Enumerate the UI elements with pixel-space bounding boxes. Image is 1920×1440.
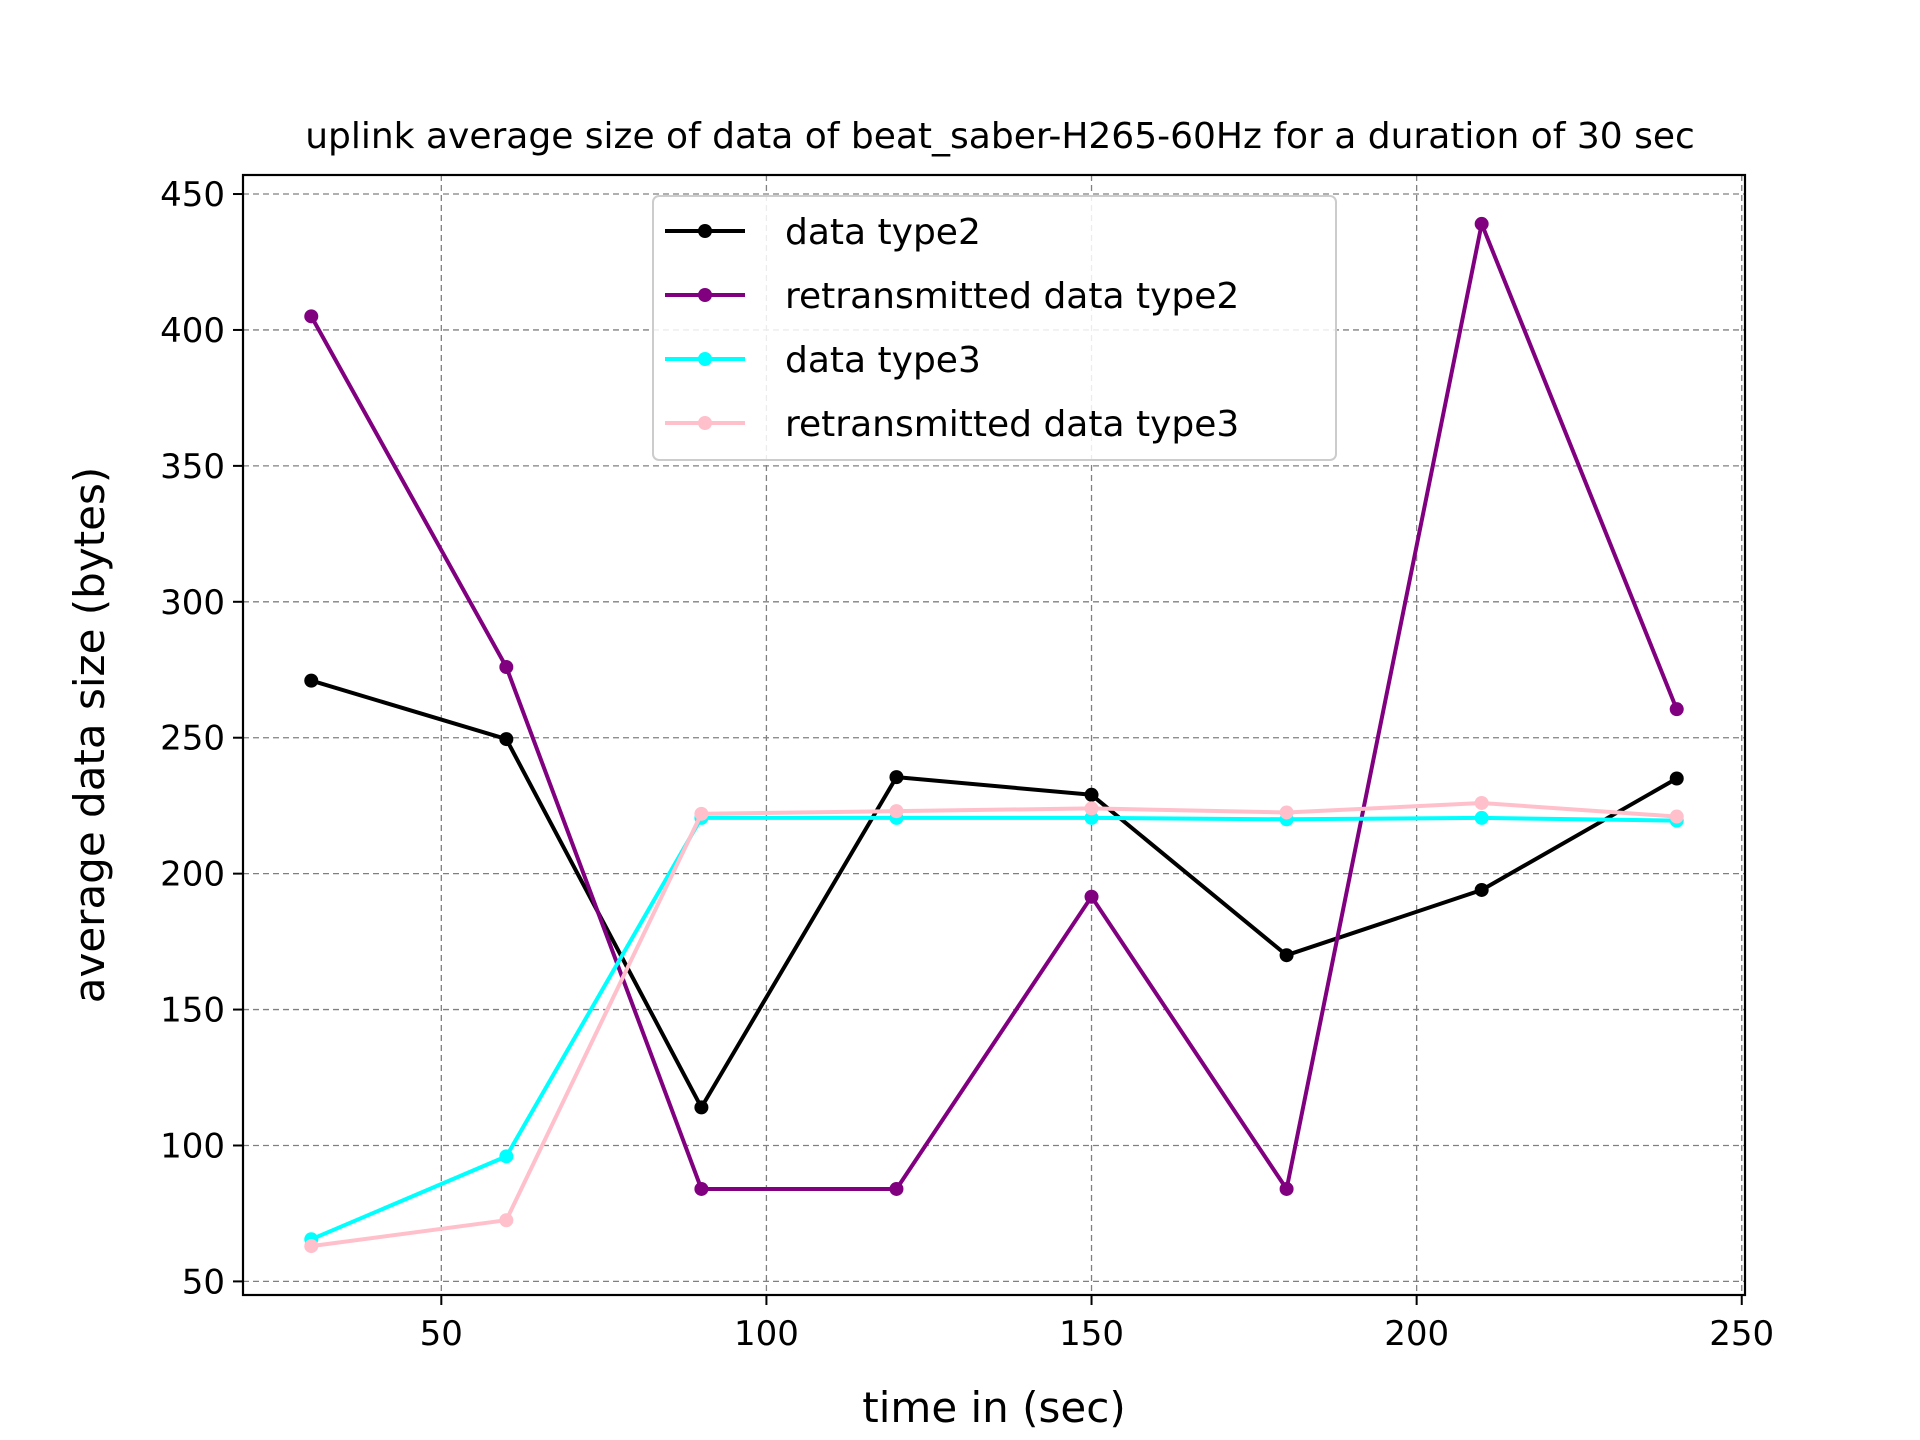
data-point [694, 1100, 709, 1115]
legend-item: data type2 [665, 212, 981, 253]
legend-label: retransmitted data type3 [785, 404, 1239, 445]
legend-swatch-marker [698, 352, 712, 366]
y-tick-label: 450 [160, 175, 225, 215]
y-tick-label: 250 [160, 719, 225, 759]
legend-label: data type3 [785, 340, 981, 381]
data-point [694, 1181, 709, 1196]
data-point [889, 1181, 904, 1196]
legend-swatch-marker [698, 416, 712, 430]
legend-box [652, 195, 1337, 461]
y-tick-label: 300 [160, 583, 225, 623]
data-point [304, 673, 319, 688]
series-line [310, 678, 1678, 1110]
legend-label: data type2 [785, 212, 981, 253]
y-tick-label: 200 [160, 855, 225, 895]
x-tick-label: 200 [1384, 1314, 1449, 1354]
plot-area-frame [241, 173, 1747, 1297]
data-point [1474, 882, 1489, 897]
legend-item: retransmitted data type2 [665, 276, 1239, 317]
y-tick-label: 350 [160, 447, 225, 487]
data-point [1084, 787, 1099, 802]
y-tick-label: 150 [160, 991, 225, 1031]
data-point [499, 732, 514, 747]
x-tick-label: 50 [420, 1314, 463, 1354]
data-point [1279, 805, 1294, 820]
legend: data type2 retransmitted data type2 data t… [652, 195, 1337, 461]
legend-swatch-marker [698, 224, 712, 238]
data-point [1279, 948, 1294, 963]
data-point [1084, 801, 1099, 816]
legend-label: retransmitted data type2 [785, 276, 1239, 317]
data-point [499, 660, 514, 675]
x-tick-label: 250 [1709, 1314, 1774, 1354]
data-point [889, 804, 904, 819]
data-point [1669, 809, 1684, 824]
data-point [1474, 810, 1489, 825]
x-axis-label: time in (sec) [862, 1383, 1125, 1432]
series-4 [304, 795, 1684, 1254]
y-tick-label: 50 [182, 1262, 225, 1302]
series-1 [304, 673, 1684, 1115]
series-line [309, 221, 1679, 1191]
series-line [311, 801, 1677, 1249]
chart-title: uplink average size of data of beat_sabe… [305, 116, 1695, 157]
data-point [1279, 1181, 1294, 1196]
data-point [499, 1149, 514, 1164]
series-line [310, 815, 1677, 1242]
series-lines [304, 216, 1684, 1254]
data-point [304, 309, 319, 324]
axis-ticks: 50 100 150 200 250 50 100 150 200 250 300 350 400 450 [160, 175, 1774, 1354]
y-axis-label: average data size (bytes) [65, 467, 114, 1004]
data-point [1084, 889, 1099, 904]
data-point [1669, 702, 1684, 717]
legend-item: data type3 [665, 340, 981, 381]
data-point [1474, 795, 1489, 810]
data-point [499, 1213, 514, 1228]
data-point [889, 770, 904, 785]
legend-swatch-marker [698, 288, 712, 302]
x-tick-label: 150 [1059, 1314, 1124, 1354]
series-2 [304, 216, 1684, 1196]
data-point [1474, 216, 1489, 231]
y-tick-label: 400 [160, 311, 225, 351]
y-tick-label: 100 [160, 1126, 225, 1166]
data-point [694, 806, 709, 821]
x-tick-label: 100 [734, 1314, 799, 1354]
data-point [1669, 771, 1684, 786]
data-point [304, 1239, 319, 1254]
legend-item: retransmitted data type3 [665, 404, 1239, 445]
